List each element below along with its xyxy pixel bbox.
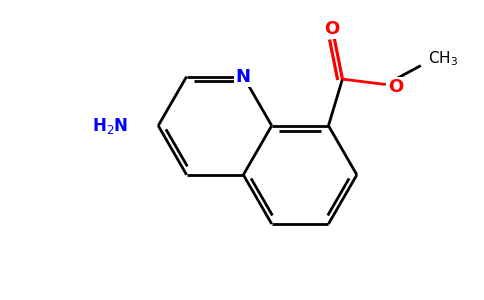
Text: O: O: [388, 78, 403, 96]
Text: H$_2$N: H$_2$N: [92, 116, 129, 136]
Text: O: O: [324, 20, 339, 38]
Text: N: N: [236, 68, 251, 85]
Text: CH$_3$: CH$_3$: [428, 50, 458, 68]
